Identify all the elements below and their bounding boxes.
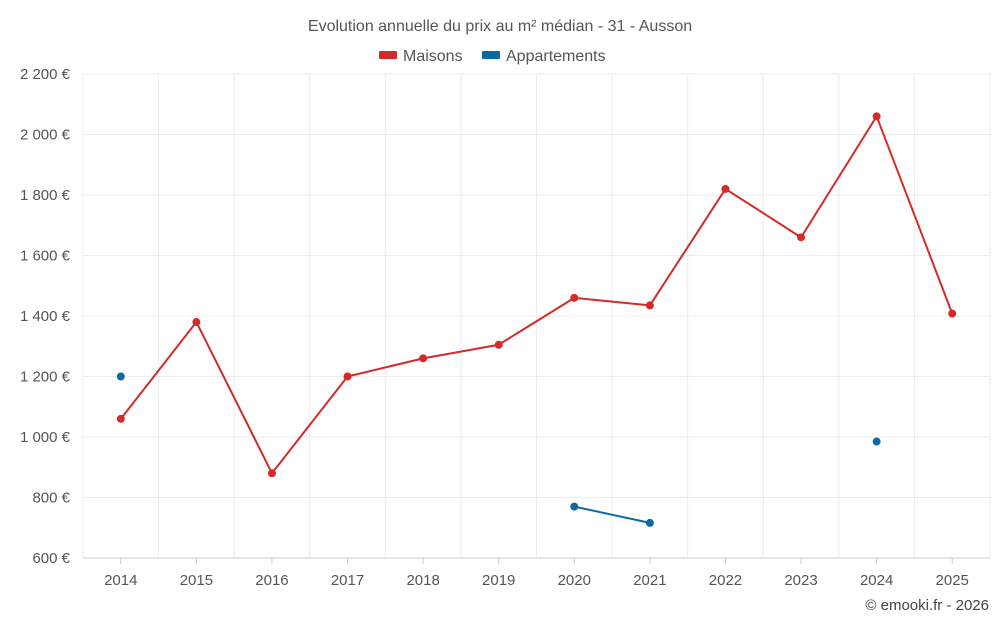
data-point — [570, 502, 579, 511]
y-tick-label: 600 € — [32, 550, 70, 567]
data-point — [797, 233, 806, 242]
data-point — [419, 354, 428, 363]
x-tick-label: 2021 — [633, 572, 666, 589]
x-tick-label: 2017 — [331, 572, 364, 589]
data-point — [570, 293, 579, 302]
x-tick-label: 2024 — [860, 572, 893, 589]
data-point — [645, 518, 654, 527]
data-point — [645, 301, 654, 310]
series-maisons — [116, 112, 957, 478]
series-line — [574, 505, 651, 524]
legend-label: Appartements — [506, 48, 606, 65]
legend-swatch — [379, 51, 397, 59]
data-point — [192, 318, 201, 327]
x-axis: 2014 2015 2016 2017 2018 2019 2020 2021 2022 2023… — [104, 558, 969, 589]
x-tick-label: 2023 — [784, 572, 817, 589]
data-point — [948, 309, 957, 318]
grid — [82, 73, 991, 559]
data-point — [872, 112, 881, 121]
y-tick-label: 2 200 € — [20, 66, 71, 83]
y-tick-label: 1 200 € — [20, 369, 71, 386]
x-tick-label: 2016 — [255, 572, 288, 589]
legend: Maisons Appartements — [379, 48, 606, 65]
y-axis: 600 € 800 € 1 000 € 1 200 € 1 400 € 1 600 € 1 … — [20, 66, 71, 567]
data-point — [116, 372, 125, 381]
series-layer — [116, 112, 957, 527]
chart-title: Evolution annuelle du prix au m² médian … — [308, 18, 692, 35]
legend-label: Maisons — [403, 48, 463, 65]
y-tick-label: 1 000 € — [20, 429, 71, 446]
y-tick-label: 1 600 € — [20, 248, 71, 265]
data-point — [494, 340, 503, 349]
data-point — [343, 372, 352, 381]
data-point — [116, 414, 125, 423]
data-point — [267, 469, 276, 478]
x-tick-label: 2018 — [406, 572, 439, 589]
y-tick-label: 800 € — [32, 490, 70, 507]
y-tick-label: 1 800 € — [20, 187, 71, 204]
data-point — [872, 437, 881, 446]
data-point — [721, 184, 730, 193]
x-tick-label: 2015 — [180, 572, 213, 589]
x-tick-label: 2022 — [709, 572, 742, 589]
x-tick-label: 2014 — [104, 572, 137, 589]
legend-swatch — [482, 51, 500, 59]
y-tick-label: 2 000 € — [20, 127, 71, 144]
y-tick-label: 1 400 € — [20, 308, 71, 325]
x-tick-label: 2019 — [482, 572, 515, 589]
x-tick-label: 2025 — [936, 572, 969, 589]
series-line — [120, 115, 954, 475]
x-tick-label: 2020 — [558, 572, 591, 589]
series-appartements — [116, 372, 881, 527]
credit: © emooki.fr - 2026 — [865, 597, 989, 614]
